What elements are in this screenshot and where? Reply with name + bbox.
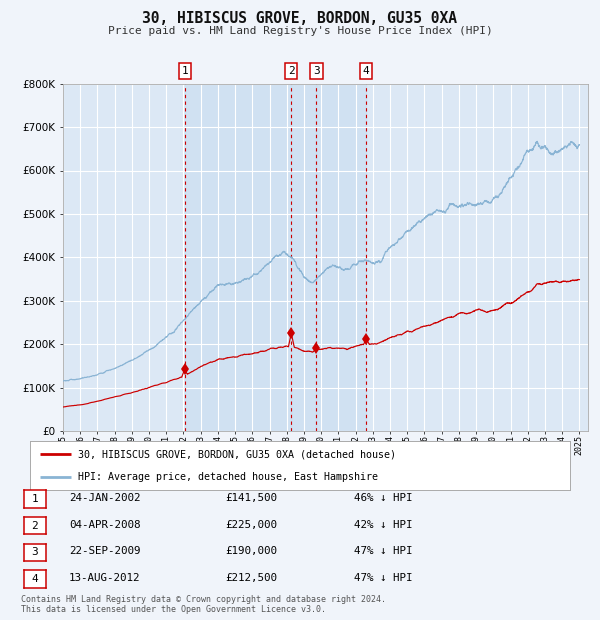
Text: 2: 2: [288, 66, 295, 76]
Text: 47% ↓ HPI: 47% ↓ HPI: [354, 573, 413, 583]
Bar: [291, 84, 316, 431]
Text: 04-APR-2008: 04-APR-2008: [69, 520, 140, 529]
Text: Contains HM Land Registry data © Crown copyright and database right 2024.: Contains HM Land Registry data © Crown c…: [21, 595, 386, 604]
Text: HPI: Average price, detached house, East Hampshire: HPI: Average price, detached house, East…: [77, 472, 377, 482]
Text: £212,500: £212,500: [225, 573, 277, 583]
Text: 30, HIBISCUS GROVE, BORDON, GU35 0XA (detached house): 30, HIBISCUS GROVE, BORDON, GU35 0XA (de…: [77, 450, 395, 459]
Text: 4: 4: [363, 66, 370, 76]
Text: 2: 2: [31, 521, 38, 531]
Text: 4: 4: [31, 574, 38, 584]
Text: £190,000: £190,000: [225, 546, 277, 556]
Text: 30, HIBISCUS GROVE, BORDON, GU35 0XA: 30, HIBISCUS GROVE, BORDON, GU35 0XA: [143, 11, 458, 26]
Text: 47% ↓ HPI: 47% ↓ HPI: [354, 546, 413, 556]
Text: This data is licensed under the Open Government Licence v3.0.: This data is licensed under the Open Gov…: [21, 604, 326, 614]
Bar: [316, 84, 366, 431]
Bar: [185, 84, 291, 431]
Text: 3: 3: [31, 547, 38, 557]
Text: 1: 1: [31, 494, 38, 504]
Text: £225,000: £225,000: [225, 520, 277, 529]
Text: 3: 3: [313, 66, 320, 76]
Text: £141,500: £141,500: [225, 493, 277, 503]
Text: 42% ↓ HPI: 42% ↓ HPI: [354, 520, 413, 529]
Text: 46% ↓ HPI: 46% ↓ HPI: [354, 493, 413, 503]
Text: Price paid vs. HM Land Registry's House Price Index (HPI): Price paid vs. HM Land Registry's House …: [107, 26, 493, 36]
Text: 24-JAN-2002: 24-JAN-2002: [69, 493, 140, 503]
Text: 22-SEP-2009: 22-SEP-2009: [69, 546, 140, 556]
Text: 1: 1: [181, 66, 188, 76]
Text: 13-AUG-2012: 13-AUG-2012: [69, 573, 140, 583]
